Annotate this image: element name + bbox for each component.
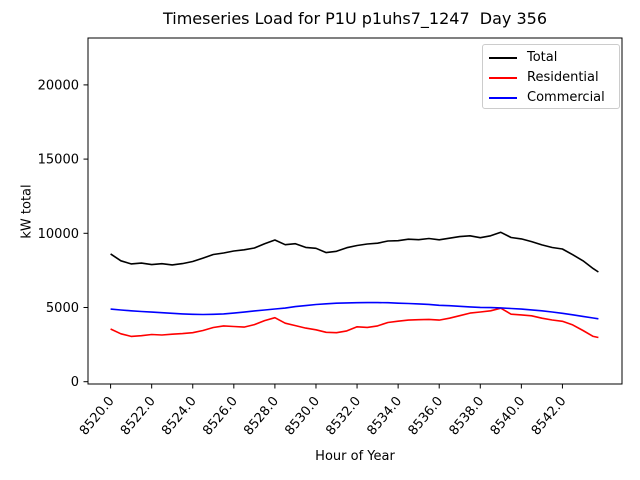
legend-label: Commercial (527, 90, 605, 105)
x-tick-label: 8520.0 (77, 394, 118, 438)
x-tick-label: 8530.0 (282, 394, 323, 438)
axes-frame (87, 37, 623, 385)
legend-line-residential (489, 77, 517, 79)
x-tick-label: 8524.0 (159, 394, 200, 438)
legend-line-commercial (489, 97, 517, 99)
legend-row-commercial: Commercial (489, 88, 619, 108)
legend-label: Residential (527, 70, 599, 85)
x-tick-label: 8534.0 (364, 394, 405, 438)
chart-title: Timeseries Load for P1U p1uhs7_1247 Day … (162, 9, 548, 28)
y-tick-label: 10000 (38, 227, 79, 242)
series-line-commercial (110, 301, 599, 320)
legend-line-total (489, 57, 517, 59)
y-tick-label: 15000 (38, 153, 79, 168)
x-tick-label: 8522.0 (118, 394, 159, 438)
x-tick-label: 8542.0 (529, 394, 570, 438)
y-axis-label: kW total (19, 184, 35, 239)
x-axis-label: Hour of Year (315, 449, 395, 464)
legend-row-total: Total (489, 48, 619, 68)
legend-label: Total (527, 50, 558, 65)
x-tick-label: 8538.0 (447, 394, 488, 438)
y-tick-label: 0 (71, 375, 79, 390)
y-tick-label: 20000 (38, 78, 79, 93)
series-line-residential (110, 307, 599, 339)
x-tick-label: 8540.0 (488, 394, 529, 438)
legend: Total Residential Commercial (482, 44, 620, 109)
legend-row-residential: Residential (489, 68, 619, 88)
x-tick-label: 8532.0 (323, 394, 364, 438)
x-tick-label: 8528.0 (241, 394, 282, 438)
y-tick-label: 5000 (46, 301, 79, 316)
x-tick-label: 8526.0 (200, 394, 241, 438)
series-line-total (110, 231, 599, 273)
x-tick-label: 8536.0 (406, 394, 447, 438)
